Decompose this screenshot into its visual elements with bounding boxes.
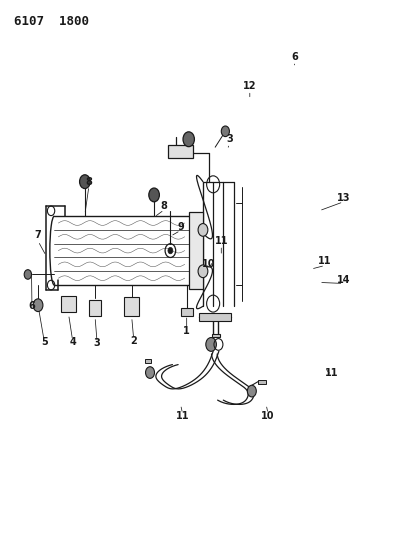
Text: 6: 6 (29, 301, 35, 311)
Text: 12: 12 (243, 81, 256, 91)
Circle shape (168, 247, 173, 254)
Circle shape (198, 223, 207, 236)
Bar (257, 380, 265, 384)
Bar (144, 359, 151, 363)
Bar (89, 300, 101, 316)
Circle shape (182, 132, 194, 147)
Text: 9: 9 (177, 222, 184, 232)
Text: 11: 11 (214, 236, 227, 246)
Circle shape (148, 188, 159, 202)
Text: 5: 5 (40, 337, 47, 347)
Circle shape (221, 126, 229, 136)
Circle shape (145, 367, 154, 378)
Text: 3: 3 (94, 338, 100, 349)
Circle shape (24, 270, 31, 279)
Text: 4: 4 (69, 337, 76, 347)
Text: 2: 2 (130, 336, 137, 346)
Bar (198, 313, 231, 321)
Text: 3: 3 (225, 134, 232, 144)
Circle shape (198, 265, 207, 278)
Text: 11: 11 (324, 368, 337, 377)
Circle shape (33, 299, 43, 312)
Circle shape (205, 337, 216, 351)
Text: 11: 11 (318, 256, 331, 266)
Text: 7: 7 (35, 230, 41, 240)
Bar (211, 334, 219, 337)
Text: 8: 8 (85, 176, 92, 187)
Text: 1: 1 (183, 326, 190, 336)
Bar (180, 308, 192, 316)
Text: 13: 13 (336, 192, 349, 203)
Bar (61, 296, 76, 312)
Text: 10: 10 (261, 411, 274, 421)
Bar (168, 144, 192, 158)
Circle shape (79, 175, 90, 189)
Text: 6107  1800: 6107 1800 (13, 14, 88, 28)
Text: 11: 11 (175, 411, 189, 421)
Bar (124, 297, 139, 316)
Bar (188, 212, 202, 289)
Text: 14: 14 (336, 274, 349, 285)
Text: 8: 8 (160, 200, 167, 211)
Text: 6: 6 (290, 52, 297, 62)
Text: 10: 10 (202, 259, 215, 269)
Circle shape (247, 385, 256, 397)
